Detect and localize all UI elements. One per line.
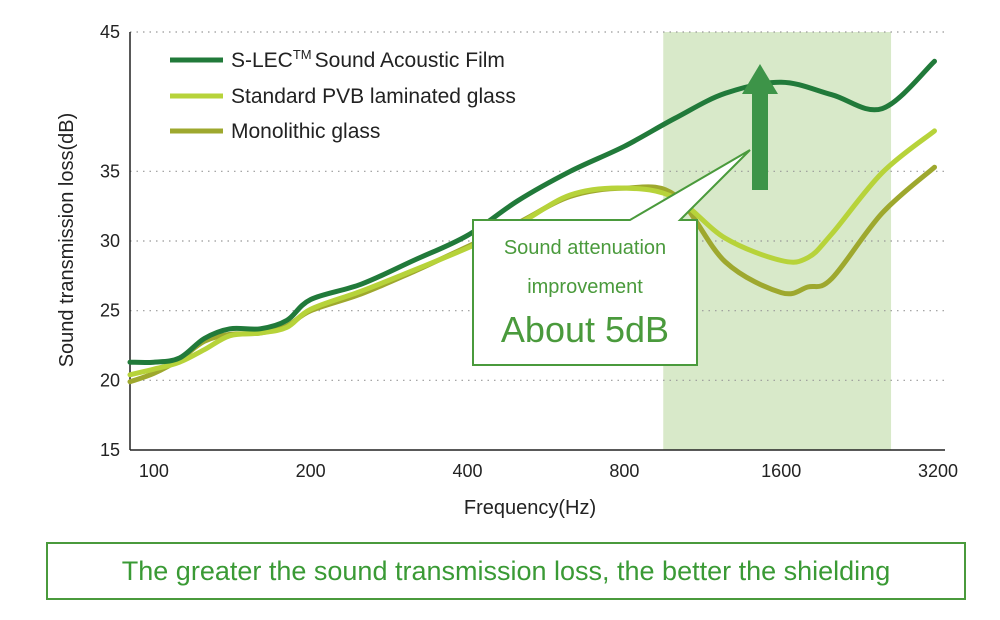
annotation-callout: Sound attenuation improvement About 5dB	[472, 149, 751, 366]
arrow-head	[742, 64, 778, 94]
y-tick-label: 20	[100, 370, 120, 390]
y-tick-label: 35	[100, 161, 120, 181]
y-tick-label: 15	[100, 440, 120, 460]
x-tick-labels: 100 200 400 800 1600 3200	[139, 461, 958, 481]
legend-label-monolithic: Monolithic glass	[231, 120, 380, 143]
x-tick-label: 800	[609, 461, 639, 481]
x-axis-label: Frequency(Hz)	[464, 497, 596, 519]
improvement-arrow	[742, 64, 778, 190]
series-line-1	[127, 128, 937, 378]
legend-label-s-lec: S-LECTM Sound Acoustic Film	[231, 47, 505, 72]
y-axis-label: Sound transmission loss(dB)	[56, 113, 78, 368]
annotation-line-3: About 5dB	[501, 309, 669, 350]
y-tick-label: 45	[100, 22, 120, 42]
legend: S-LECTM Sound Acoustic Film Standard PVB …	[170, 47, 516, 143]
y-tick-labels: 15 20 25 30 35 45	[100, 22, 120, 460]
x-tick-label: 3200	[918, 461, 958, 481]
annotation-line-2: improvement	[527, 276, 643, 298]
footer-note: The greater the sound transmission loss,…	[46, 542, 966, 600]
legend-label-pvb: Standard PVB laminated glass	[231, 85, 516, 108]
x-tick-label: 1600	[761, 461, 801, 481]
x-tick-label: 200	[296, 461, 326, 481]
y-tick-label: 30	[100, 231, 120, 251]
x-tick-label: 400	[452, 461, 482, 481]
callout-box	[472, 149, 751, 366]
x-tick-label: 100	[139, 461, 169, 481]
series-line-0	[127, 58, 937, 366]
y-tick-label: 25	[100, 301, 120, 321]
arrow-shaft	[752, 92, 768, 190]
annotation-line-1: Sound attenuation	[504, 237, 666, 259]
